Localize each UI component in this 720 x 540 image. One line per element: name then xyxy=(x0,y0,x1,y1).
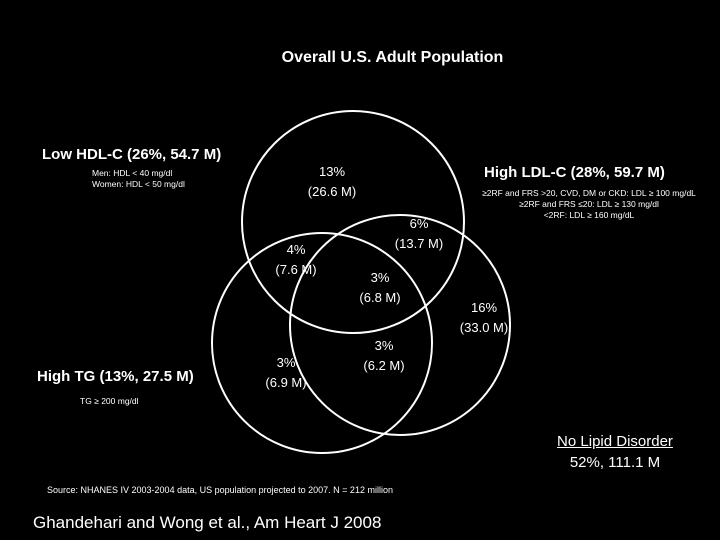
high-tg-label: High TG (13%, 27.5 M) xyxy=(37,368,194,385)
no-lipid-disorder: No Lipid Disorder 52%, 111.1 M xyxy=(510,431,720,473)
high-ldl-label: High LDL-C (28%, 59.7 M) xyxy=(484,164,665,181)
high-tg-criterion: TG ≥ 200 mg/dl xyxy=(80,396,139,406)
no-lipid-disorder-value: 52%, 111.1 M xyxy=(569,454,661,471)
region-count: (7.6 M) xyxy=(275,262,317,277)
low-hdl-label: Low HDL-C (26%, 54.7 M) xyxy=(42,146,222,163)
high-ldl-criterion-2: ≥2RF and FRS ≤20: LDL ≥ 130 mg/dl xyxy=(519,199,659,209)
region-high-ldl-only: 16% (33.0 M) xyxy=(444,298,524,338)
region-high-tg-only: 3% (6.9 M) xyxy=(246,353,326,393)
region-count: (26.6 M) xyxy=(307,184,357,199)
region-pct: 13% xyxy=(318,164,346,179)
region-count: (6.2 M) xyxy=(363,358,405,373)
region-pct: 3% xyxy=(374,338,394,353)
region-count: (13.7 M) xyxy=(394,236,444,251)
high-ldl-criterion-3: <2RF: LDL ≥ 160 mg/dL xyxy=(543,210,635,220)
high-tg-circle xyxy=(211,232,433,454)
region-count: (6.8 M) xyxy=(359,290,401,305)
region-pct: 16% xyxy=(470,300,498,315)
citation: Ghandehari and Wong et al., Am Heart J 2… xyxy=(33,513,382,532)
region-pct: 4% xyxy=(286,242,306,257)
high-ldl-criteria: ≥2RF and FRS >20, CVD, DM or CKD: LDL ≥ … xyxy=(458,188,720,221)
high-ldl-criterion-1: ≥2RF and FRS >20, CVD, DM or CKD: LDL ≥ … xyxy=(482,188,696,198)
high-tg-criteria: TG ≥ 200 mg/dl xyxy=(80,396,139,407)
region-ldl-tg: 3% (6.2 M) xyxy=(344,336,424,376)
region-all-three: 3% (6.8 M) xyxy=(340,268,420,308)
region-hdl-tg: 4% (7.6 M) xyxy=(256,240,336,280)
low-hdl-circle xyxy=(241,110,465,334)
diagram-title: Overall U.S. Adult Population xyxy=(281,49,504,66)
region-count: (33.0 M) xyxy=(459,320,509,335)
no-lipid-disorder-label: No Lipid Disorder xyxy=(557,433,673,450)
region-count: (6.9 M) xyxy=(265,375,307,390)
region-pct: 3% xyxy=(370,270,390,285)
low-hdl-criteria: Men: HDL < 40 mg/dl Women: HDL < 50 mg/d… xyxy=(92,168,185,190)
region-pct: 6% xyxy=(409,216,429,231)
source-note: Source: NHANES IV 2003-2004 data, US pop… xyxy=(47,485,393,495)
region-pct: 3% xyxy=(276,355,296,370)
region-hdl-ldl: 6% (13.7 M) xyxy=(379,214,459,254)
low-hdl-criterion-men: Men: HDL < 40 mg/dl xyxy=(92,168,173,178)
low-hdl-criterion-women: Women: HDL < 50 mg/dl xyxy=(92,179,185,189)
region-low-hdl-only: 13% (26.6 M) xyxy=(292,162,372,202)
high-ldl-circle xyxy=(289,214,511,436)
